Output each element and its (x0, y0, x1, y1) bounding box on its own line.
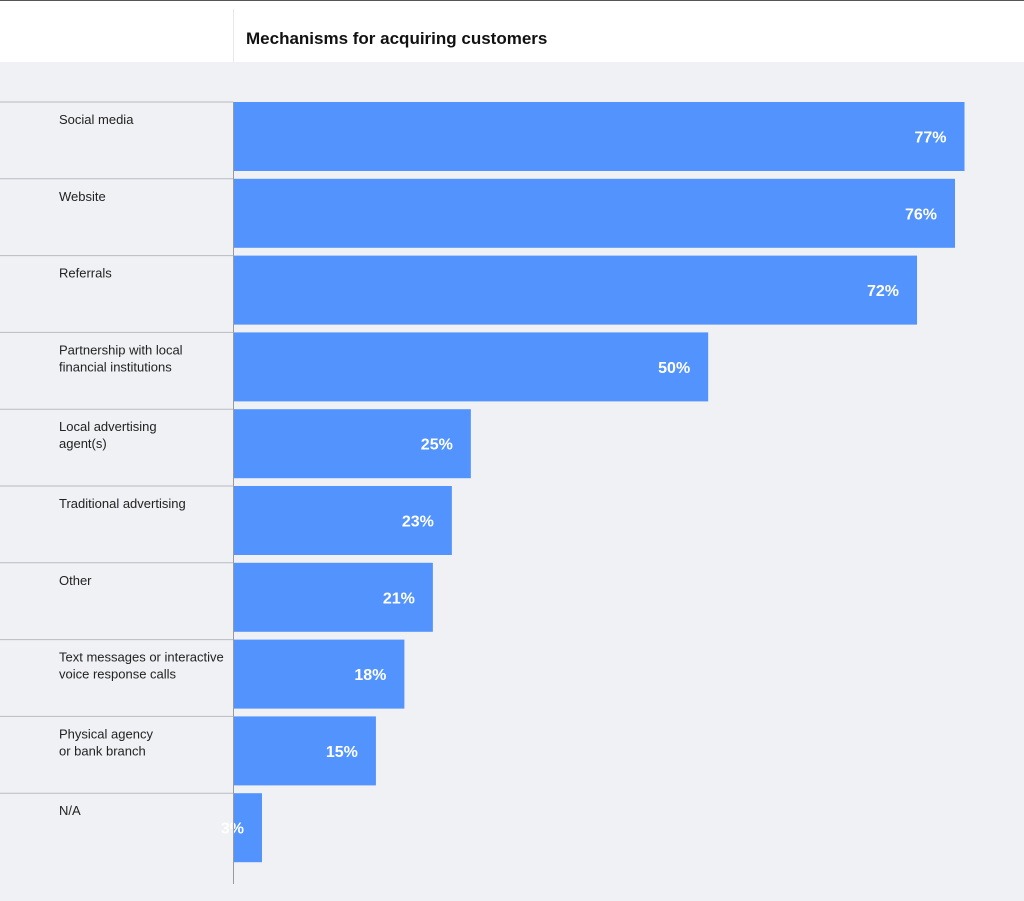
value-label: 50% (658, 360, 690, 377)
bar (233, 716, 376, 786)
value-label: 3% (221, 821, 244, 838)
plot-area: Social media 77% Website 76% Referrals 72% Par… (0, 62, 1024, 901)
value-label: 21% (383, 590, 415, 607)
bar (233, 178, 956, 248)
header-axis-tick (233, 9, 234, 63)
category-label: Partnership with local financial institut… (59, 342, 183, 374)
category-label: N/A (59, 803, 81, 818)
value-label: 72% (867, 283, 899, 300)
category-label: Text messages or interactive voice respon… (59, 650, 224, 682)
category-label: Referrals (59, 266, 112, 281)
top-border (0, 0, 1024, 1)
value-label: 77% (914, 130, 946, 147)
bar (233, 562, 433, 632)
bar (233, 255, 918, 325)
bar-chart: Social media 77% Website 76% Referrals 72% Par… (0, 101, 965, 884)
bar (233, 639, 405, 709)
category-label: Other (59, 573, 92, 588)
value-label: 15% (326, 744, 358, 761)
value-label: 25% (421, 437, 453, 454)
category-label: Website (59, 189, 106, 204)
category-label: Local advertising agent(s) (59, 419, 157, 451)
value-label: 76% (905, 206, 937, 223)
category-label: Traditional advertising (59, 496, 186, 511)
bar (233, 486, 452, 555)
bar (233, 332, 709, 402)
value-label: 23% (402, 514, 434, 531)
value-label: 18% (354, 667, 386, 684)
bar (233, 409, 471, 479)
chart-title: Mechanisms for acquiring customers (246, 29, 548, 48)
bar (233, 102, 965, 171)
bar (233, 793, 262, 863)
category-label: Social media (59, 112, 134, 127)
category-label: Physical agency or bank branch (59, 726, 153, 758)
chart-header: Mechanisms for acquiring customers (0, 1, 1024, 63)
